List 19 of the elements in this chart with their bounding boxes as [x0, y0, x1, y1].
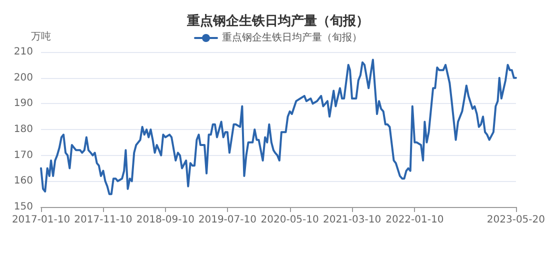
legend-label: 重点钢企生铁日均产量（旬报）	[222, 32, 362, 44]
x-tick-label: 2017-01-10	[12, 214, 70, 226]
y-tick-label: 200	[14, 72, 33, 84]
y-tick-label: 170	[14, 150, 33, 161]
y-tick-label: 180	[14, 124, 33, 135]
x-tick-label: 2018-09-10	[136, 214, 194, 226]
y-tick-label: 160	[14, 176, 33, 187]
x-tick-label: 2023-05-20	[486, 214, 546, 226]
x-tick-label: 2019-07-10	[198, 214, 256, 226]
y-tick-label: 190	[14, 98, 33, 110]
x-tick-label: 2017-11-10	[74, 214, 132, 226]
x-tick-label: 2021-03-10	[322, 214, 382, 226]
x-tick-label: 2022-01-10	[386, 214, 444, 226]
y-tick-label: 210	[14, 46, 33, 58]
line-series	[40, 58, 517, 196]
chart-title: 重点钢企生铁日均产量（旬报）	[186, 13, 369, 29]
y-axis-title: 万吨	[31, 30, 51, 42]
x-tick-label: 2020-05-10	[260, 214, 319, 226]
y-tick-label: 150	[14, 202, 33, 212]
